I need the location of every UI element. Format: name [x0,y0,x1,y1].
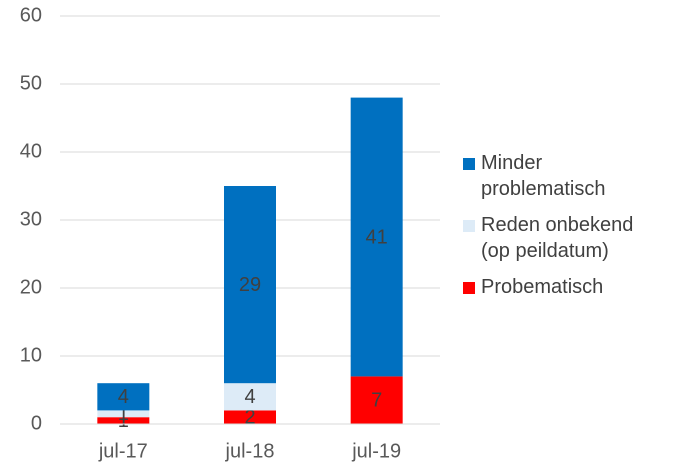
y-tick-label: 0 [31,412,42,434]
bar-segment [97,417,150,424]
x-tick-label: jul-18 [225,440,275,462]
bar-segment [97,383,150,411]
bar-segment [224,186,276,384]
data-label: 1 [118,403,129,425]
data-label: 29 [239,274,261,296]
data-label: 4 [244,386,255,408]
legend-item: Reden onbekend (op peildatum) [463,212,643,264]
bar-segment [97,410,150,418]
x-tick-label: jul-19 [351,440,401,462]
y-tick-label: 50 [20,72,42,94]
legend-swatch [463,282,475,294]
legend-swatch [463,158,475,170]
data-label: 2 [244,406,255,428]
y-tick-label: 30 [20,208,42,230]
legend-label: Probematisch [481,276,604,298]
bar-segment [224,383,276,411]
y-tick-label: 60 [20,4,42,26]
legend-item: Probematisch [463,274,643,300]
legend-item: Minder problematisch [463,150,643,202]
x-tick-label: jul-17 [98,440,148,462]
bar-segment [224,410,276,424]
legend-label: Minder problematisch [481,152,606,200]
bar-segment [350,376,403,424]
y-tick-label: 20 [20,276,42,298]
bar-segment [350,97,403,377]
legend-swatch [463,220,475,232]
y-tick-label: 10 [20,344,42,366]
data-label: 41 [366,226,388,248]
legend: Minder problematisch Reden onbekend (op p… [463,150,643,310]
y-tick-label: 40 [20,140,42,162]
data-label: 4 [118,386,129,408]
legend-label: Reden onbekend (op peildatum) [481,214,634,262]
data-label: 1 [118,410,129,432]
data-label: 7 [371,389,382,411]
